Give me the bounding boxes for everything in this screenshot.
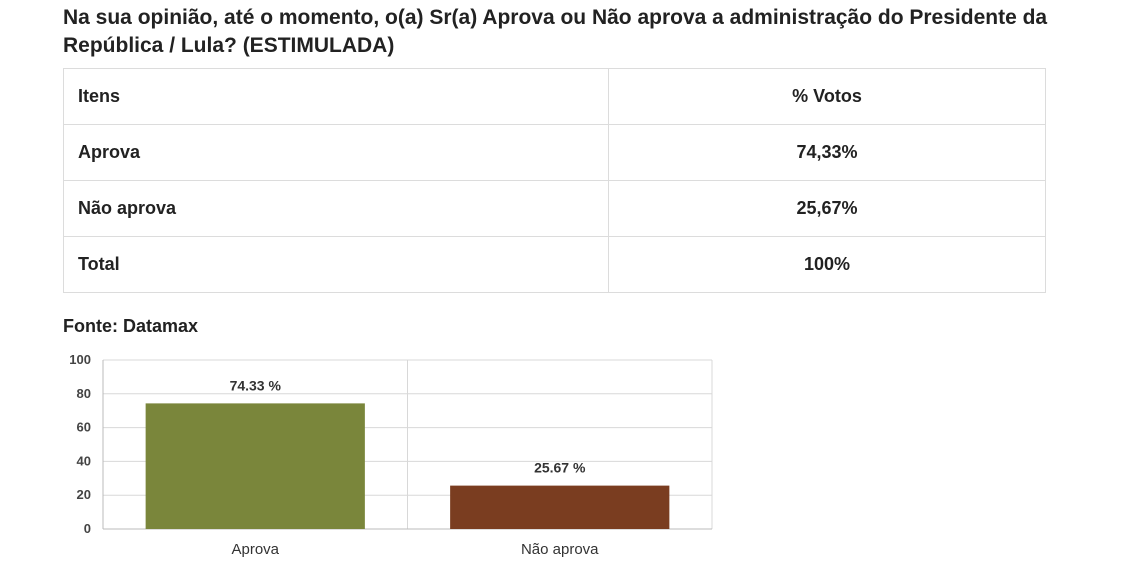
y-tick-label: 20 — [77, 487, 91, 502]
bar-value-label: 74.33 % — [230, 377, 282, 393]
row-label: Aprova — [63, 124, 609, 181]
y-tick-label: 80 — [77, 386, 91, 401]
y-tick-label: 100 — [69, 352, 91, 367]
row-label: Não aprova — [63, 180, 609, 237]
table-row: Aprova 74,33% — [63, 124, 1046, 181]
row-value: 100% — [608, 236, 1046, 293]
bar-chart: 0 20 40 60 80 100 74.33 % Aprova 25.67 % Não apro… — [69, 352, 713, 558]
source-label: Fonte: Datamax — [63, 316, 199, 336]
table-row: Não aprova 25,67% — [63, 180, 1046, 237]
y-tick-label: 60 — [77, 420, 91, 435]
y-tick-label: 40 — [77, 453, 91, 468]
bar-aprova — [145, 403, 365, 529]
header-votos: % Votos — [608, 68, 1046, 125]
bar-nao-aprova — [450, 485, 670, 529]
table-header-row: Itens % Votos — [63, 68, 1046, 125]
y-tick-label: 0 — [84, 521, 91, 536]
row-value: 74,33% — [608, 124, 1046, 181]
table-row: Total 100% — [63, 236, 1046, 293]
bar-value-label: 25.67 % — [534, 460, 586, 476]
x-tick-label: Não aprova — [521, 541, 599, 558]
header-itens: Itens — [63, 68, 609, 125]
x-tick-label: Aprova — [231, 541, 279, 558]
results-table: Itens % Votos Aprova 74,33% Não aprova 2… — [63, 68, 1046, 293]
row-value: 25,67% — [608, 180, 1046, 237]
row-label: Total — [63, 236, 609, 293]
question-title: Na sua opinião, até o momento, o(a) Sr(a… — [63, 6, 1048, 57]
